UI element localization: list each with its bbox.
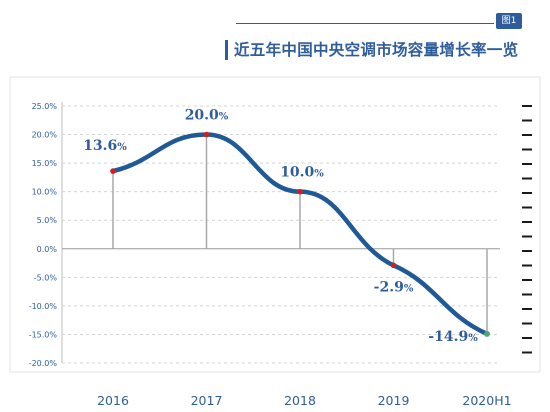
data-markers <box>110 131 490 337</box>
y-axis-ticks: 25.0% 20.0% 15.0% 10.0% 5.0% 0.0% -5.0% -10.0% -… <box>29 102 58 368</box>
grid-lines <box>62 105 500 364</box>
data-point <box>484 330 490 337</box>
y-tick-label: 0.0% <box>37 245 58 254</box>
figure-badge: 图1 <box>496 13 522 29</box>
data-label: -2.9% <box>374 279 414 295</box>
data-point <box>203 131 210 138</box>
chart-title: 近五年中国中央空调市场容量增长率一览 <box>234 41 519 59</box>
y-tick-label: -5.0% <box>34 273 58 282</box>
drop-lines <box>112 134 488 334</box>
data-label: -14.9% <box>428 329 478 345</box>
y-tick-label: 25.0% <box>32 102 58 111</box>
data-label: 10.0% <box>280 165 324 181</box>
data-point <box>110 168 116 174</box>
y-tick-label: 15.0% <box>32 159 58 168</box>
y-tick-label: 5.0% <box>37 216 58 225</box>
x-tick-label: 2017 <box>191 393 223 408</box>
growth-line-chart: 25.0% 20.0% 15.0% 10.0% 5.0% 0.0% -5.0% -10.0% -… <box>9 76 541 408</box>
y-tick-label: -10.0% <box>29 302 58 311</box>
x-tick-label: 2020H1 <box>462 393 511 408</box>
y-tick-label: 10.0% <box>32 188 58 197</box>
y-tick-label: -15.0% <box>29 330 58 339</box>
data-point <box>297 188 303 195</box>
data-point <box>390 262 397 269</box>
plot-border <box>9 76 541 373</box>
y-tick-label: 20.0% <box>32 131 58 140</box>
right-tick-marks <box>522 105 532 354</box>
data-labels: 13.6% 20.0% 10.0% -2.9% -14.9% <box>83 108 478 345</box>
data-label: 20.0% <box>185 108 229 124</box>
y-tick-label: -20.0% <box>29 359 58 368</box>
header-rule <box>236 23 494 24</box>
data-label: 13.6% <box>83 138 127 154</box>
chart-header: 图1 近五年中国中央空调市场容量增长率一览 <box>0 0 550 70</box>
title-accent-bar <box>225 40 228 60</box>
x-axis-ticks: 2016 2017 2018 2019 2020H1 <box>97 393 511 408</box>
x-tick-label: 2019 <box>378 393 410 408</box>
x-tick-label: 2016 <box>97 393 129 408</box>
plot-frame <box>9 76 541 373</box>
x-tick-label: 2018 <box>284 393 316 408</box>
